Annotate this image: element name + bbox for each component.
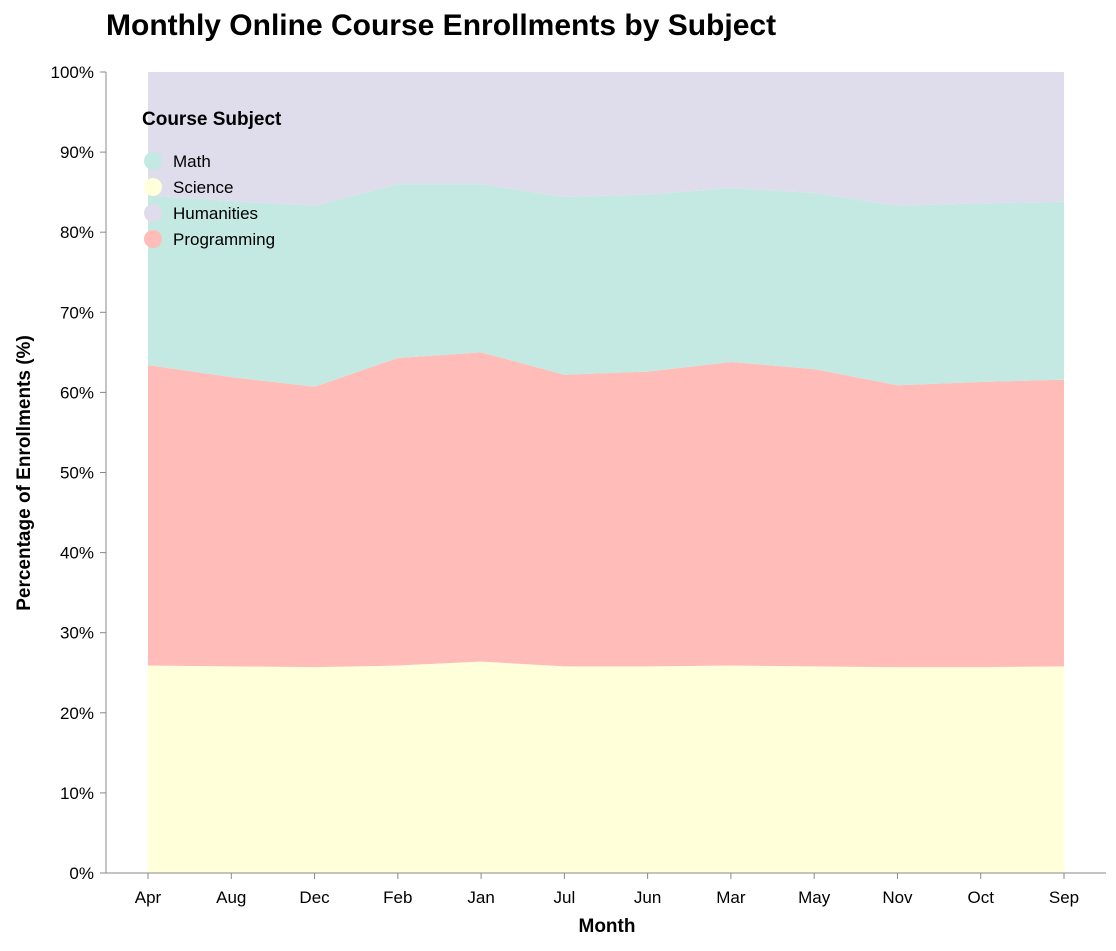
x-tick-label: Nov xyxy=(882,888,913,907)
areas-layer xyxy=(148,72,1064,873)
y-tick-label: 70% xyxy=(60,303,94,322)
y-tick-label: 60% xyxy=(60,383,94,402)
y-tick-label: 50% xyxy=(60,464,94,483)
legend-label-humanities: Humanities xyxy=(173,204,258,223)
legend-label-science: Science xyxy=(173,178,233,197)
area-science xyxy=(148,661,1064,873)
y-tick-label: 0% xyxy=(69,864,94,883)
y-tick-label: 30% xyxy=(60,624,94,643)
x-tick-label: Mar xyxy=(716,888,746,907)
x-tick-label: Jul xyxy=(553,888,575,907)
legend-label-programming: Programming xyxy=(173,230,275,249)
y-tick-label: 10% xyxy=(60,784,94,803)
x-tick-label: Apr xyxy=(135,888,162,907)
y-tick-label: 100% xyxy=(51,63,94,82)
x-tick-label: Feb xyxy=(383,888,412,907)
y-tick-label: 80% xyxy=(60,223,94,242)
x-axis-title: Month xyxy=(579,916,636,937)
x-tick-label: Jan xyxy=(467,888,494,907)
x-tick-label: Dec xyxy=(299,888,330,907)
area-math xyxy=(148,184,1064,387)
x-tick-label: Oct xyxy=(968,888,995,907)
legend-swatch-programming xyxy=(144,230,162,248)
chart-title: Monthly Online Course Enrollments by Sub… xyxy=(106,9,776,42)
x-tick-label: Sep xyxy=(1049,888,1079,907)
legend-swatch-humanities xyxy=(144,204,162,222)
area-programming xyxy=(148,352,1064,668)
legend-label-math: Math xyxy=(173,152,211,171)
x-tick-label: May xyxy=(798,888,831,907)
legend: Course Subject Math Science Humanities Prog… xyxy=(142,109,282,249)
axes-layer: 0% 10% 20% 30% 40% 50% 60% 70% 80% 90% 100% Apr Aug D… xyxy=(51,63,1106,907)
legend-swatch-math xyxy=(144,152,162,170)
y-tick-label: 90% xyxy=(60,143,94,162)
y-tick-label: 20% xyxy=(60,704,94,723)
x-tick-label: Jun xyxy=(634,888,661,907)
y-tick-label: 40% xyxy=(60,544,94,563)
legend-title: Course Subject xyxy=(142,109,282,130)
area-humanities xyxy=(148,72,1064,206)
y-axis-title: Percentage of Enrollments (%) xyxy=(14,335,35,611)
legend-swatch-science xyxy=(144,178,162,196)
x-tick-label: Aug xyxy=(216,888,246,907)
